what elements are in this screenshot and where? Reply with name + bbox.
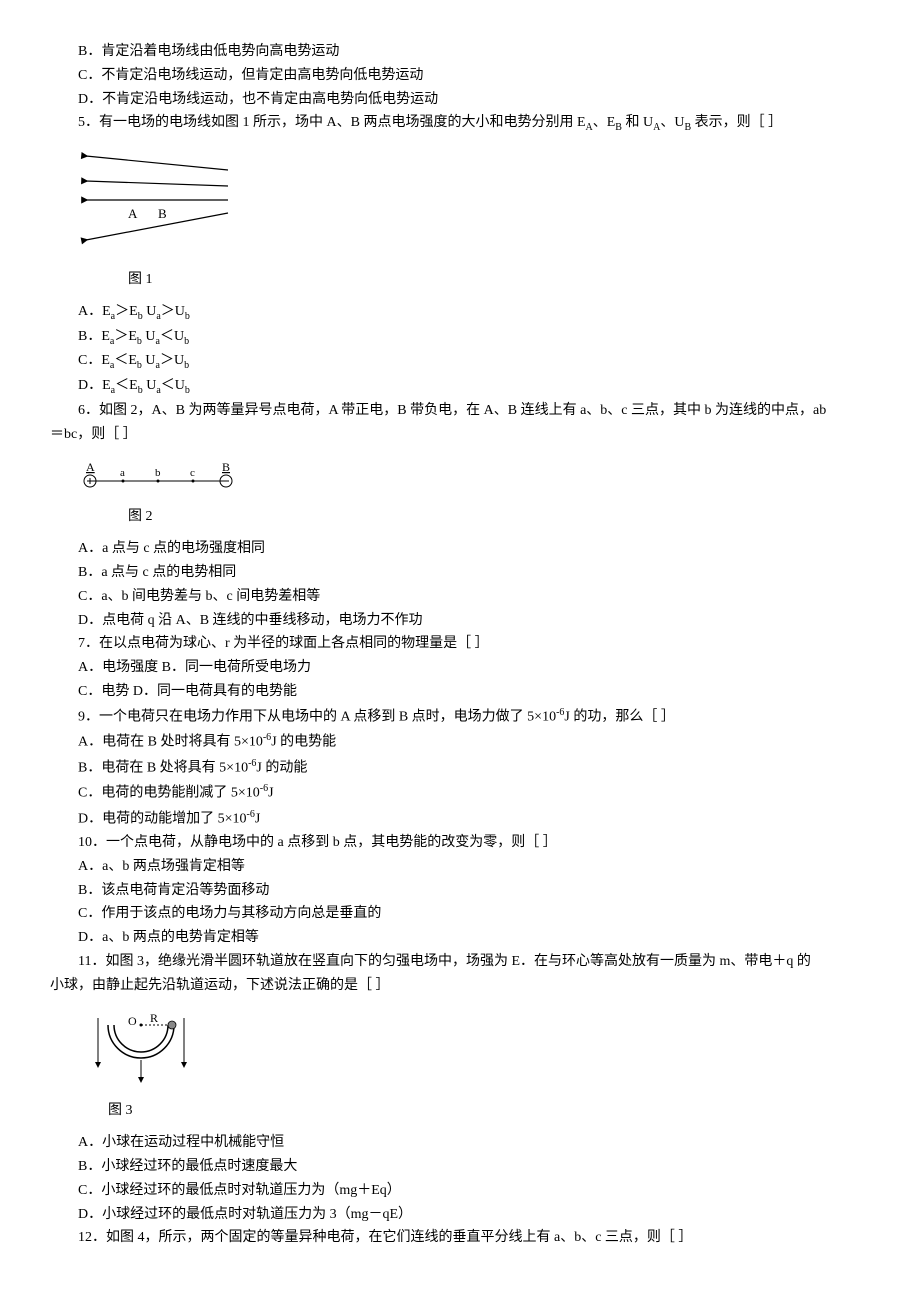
q11-stem-2: 小球，由静止起先沿轨道运动，下述说法正确的是［ ］ [50,974,870,998]
q9c1: C．电荷的电势能削减了 5×10 [78,786,260,801]
q4-opt-c: C．不肯定沿电场线运动，但肯定由高电势向低电势运动 [78,64,870,88]
q9-s1: 9．一个电荷只在电场力作用下从电场中的 A 点移到 B 点时，电场力做了 5×1… [78,709,556,724]
q5a-sb2: b [185,311,190,322]
q9a1: A．电荷在 B 处时将具有 5×10 [78,735,263,750]
q7-opt-ab: A．电场强度 B．同一电荷所受电场力 [78,656,870,680]
q5-stem-seg1: 5．有一电场的电场线如图 1 所示，场中 A、B 两点电场强度的大小和电势分别用… [78,115,586,130]
q5c-s3: U [142,353,156,368]
fig1-label-a: A [128,206,138,221]
figure-2-svg: A B a b c [78,459,238,491]
q9c2: J [268,786,273,801]
figure-2-label: 图 2 [128,505,870,529]
q9a2: J 的电势能 [271,735,336,750]
q6-opt-b: B．a 点与 c 点的电势相同 [78,561,870,585]
q9-stem: 9．一个电荷只在电场力作用下从电场中的 A 点移到 B 点时，电场力做了 5×1… [78,704,870,729]
q5-stem-seg2: 、E [593,115,616,130]
q5d-s4: ＜U [161,378,185,393]
q12-stem: 12．如图 4，所示，两个固定的等量异种电荷，在它们连线的垂直平分线上有 a、b… [78,1226,870,1250]
q10-stem: 10．一个点电荷，从静电场中的 a 点移到 b 点，其电势能的改变为零，则［ ］ [78,831,870,855]
q9b2: J 的动能 [256,760,307,775]
q9-opt-b: B．电荷在 B 处将具有 5×10-6J 的动能 [78,755,870,780]
q5d-s1: D．E [78,378,111,393]
figure-1-label: 图 1 [128,268,870,292]
q5-opt-d: D．Ea＜Eb Ua＜Ub [78,374,870,399]
q5d-sb2: b [185,385,190,396]
q5c-s2: ＜E [114,353,137,368]
figure-1: A B 图 1 [78,148,870,292]
q5-stem-seg4: 、U [660,115,684,130]
q6-stem-1: 6．如图 2，A、B 为两等量异号点电荷，A 带正电，B 带负电，在 A、B 连… [78,399,870,423]
q5-opt-c: C．Ea＜Eb Ua＞Ub [78,349,870,374]
fig3-O: O [128,1014,137,1028]
q5-sub2: B [615,122,622,133]
q9-s2: J 的功，那么［ ］ [564,709,674,724]
q10-opt-a: A．a、b 两点场强肯定相等 [78,855,870,879]
q6-stem-2: ＝bc，则［ ］ [50,423,870,447]
figure-3-label: 图 3 [108,1099,870,1123]
q6-opt-a: A．a 点与 c 点的电场强度相同 [78,537,870,561]
q9ae: -6 [263,732,271,743]
q5-stem: 5．有一电场的电场线如图 1 所示，场中 A、B 两点电场强度的大小和电势分别用… [78,111,870,136]
q9d1: D．电荷的动能增加了 5×10 [78,811,247,826]
q6-opt-d: D．点电荷 q 沿 A、B 连线的中垂线移动，电场力不作功 [78,609,870,633]
q5b-s1: B．E [78,329,110,344]
q5a-s4: ＞U [161,304,185,319]
q9b1: B．电荷在 B 处将具有 5×10 [78,760,248,775]
q9-opt-d: D．电荷的动能增加了 5×10-6J [78,806,870,831]
q9de: -6 [247,809,255,820]
fig2-A: A [86,460,95,474]
fig2-c: c [190,467,195,479]
q5d-s3: U [143,378,157,393]
q5c-sb2: b [184,360,189,371]
fig2-b: b [155,467,161,479]
q5-opt-a: A．Ea＞Eb Ua＞Ub [78,300,870,325]
q6-opt-c: C．a、b 间电势差与 b、c 间电势差相等 [78,585,870,609]
q5-opt-b: B．Ea＞Eb Ua＜Ub [78,325,870,350]
q5a-s3: U [143,304,157,319]
q5a-s2: ＞E [115,304,138,319]
fig3-R: R [150,1011,158,1025]
fig2-B: B [222,460,230,474]
q5-sub1: A [586,122,593,133]
figure-1-svg: A B [78,148,238,253]
q5b-sb2: b [184,335,189,346]
q5d-s2: ＜E [115,378,138,393]
q4-opt-d: D．不肯定沿电场线运动，也不肯定由高电势向低电势运动 [78,88,870,112]
q11-opt-d: D．小球经过环的最低点时对轨道压力为 3（mg－qE） [78,1203,870,1227]
fig2-a: a [120,467,125,479]
q5a-s1: A．E [78,304,111,319]
q11-opt-b: B．小球经过环的最低点时速度最大 [78,1155,870,1179]
q10-opt-d: D．a、b 两点的电势肯定相等 [78,926,870,950]
figure-3: O R 图 3 [78,1010,870,1124]
q5b-s4: ＜U [160,329,184,344]
q9-opt-a: A．电荷在 B 处时将具有 5×10-6J 的电势能 [78,729,870,754]
q5b-s2: ＞E [114,329,137,344]
q11-stem-1: 11．如图 3，绝缘光滑半圆环轨道放在竖直向下的匀强电场中，场强为 E．在与环心… [78,950,870,974]
q7-opt-cd: C．电势 D．同一电荷具有的电势能 [78,680,870,704]
figure-2: A B a b c 图 2 [78,459,870,530]
q7-stem: 7．在以点电荷为球心、r 为半径的球面上各点相同的物理量是［ ］ [78,632,870,656]
figure-3-svg: O R [78,1010,208,1085]
q5-stem-seg3: 和 U [622,115,653,130]
fig1-label-b: B [158,206,167,221]
q5b-s3: U [142,329,156,344]
q5c-s4: ＞U [160,353,184,368]
q10-opt-c: C．作用于该点的电场力与其移动方向总是垂直的 [78,902,870,926]
q5-stem-seg5: 表示，则［ ］ [691,115,782,130]
q5c-s1: C．E [78,353,110,368]
q11-opt-a: A．小球在运动过程中机械能守恒 [78,1131,870,1155]
q9ce: -6 [260,783,268,794]
q9d2: J [255,811,260,826]
q9-opt-c: C．电荷的电势能削减了 5×10-6J [78,780,870,805]
q4-opt-b: B．肯定沿着电场线由低电势向高电势运动 [78,40,870,64]
q10-opt-b: B．该点电荷肯定沿等势面移动 [78,879,870,903]
q11-opt-c: C．小球经过环的最低点时对轨道压力为（mg＋Eq） [78,1179,870,1203]
